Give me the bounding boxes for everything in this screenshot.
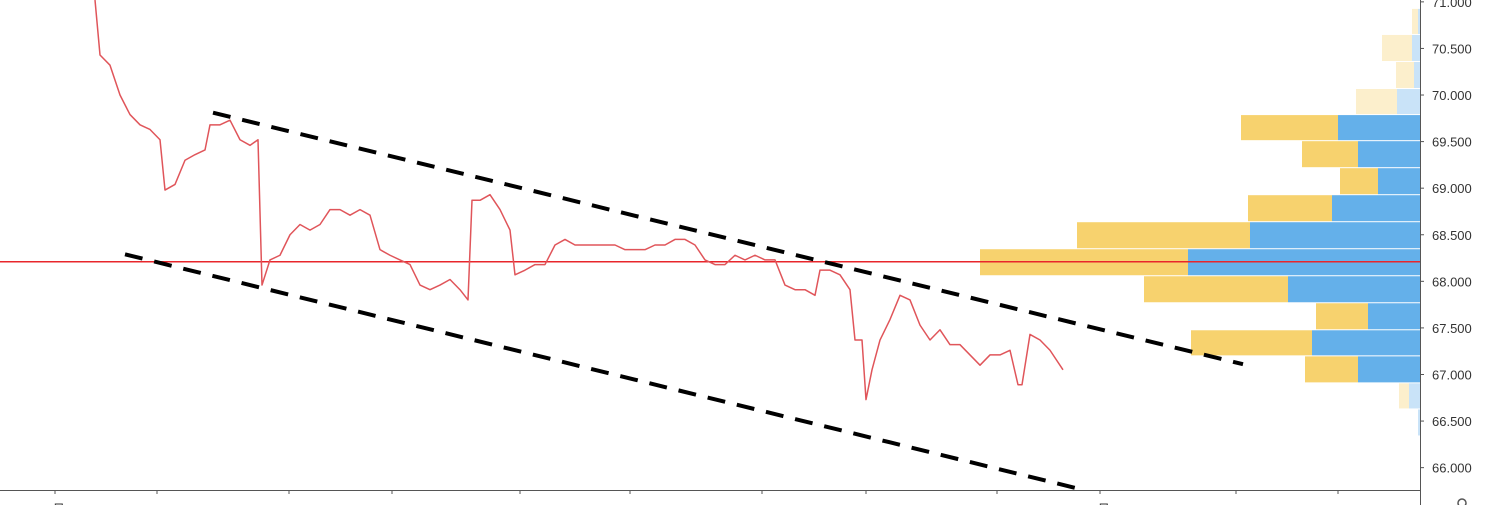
y-tick-label: 67.000: [1432, 367, 1472, 382]
profile-up: [1397, 88, 1420, 115]
x-tick-label: 5: [1232, 502, 1239, 505]
x-tick-label: 2月: [45, 502, 65, 505]
profile-down: [1412, 8, 1418, 34]
trend-line: [212, 110, 1244, 367]
profile-up: [1338, 115, 1420, 141]
profile-up: [1368, 303, 1420, 330]
x-tick-label: 3月: [1090, 502, 1110, 505]
x-tick-label: 5: [153, 502, 160, 505]
profile-up: [1312, 330, 1420, 356]
profile-down: [1340, 168, 1378, 195]
profile-up: [1378, 168, 1420, 195]
profile-down: [1191, 330, 1312, 356]
y-tick-label: 71.000: [1432, 0, 1472, 10]
profile-down: [1302, 141, 1358, 168]
profile-down: [1396, 61, 1414, 88]
profile-down: [1248, 195, 1332, 222]
x-tick-label: 22: [755, 502, 769, 505]
profile-up: [1288, 276, 1420, 303]
price-line: [94, 0, 1064, 401]
y-tick-label: 66.000: [1432, 461, 1472, 476]
settings-icon[interactable]: [1457, 498, 1467, 505]
x-tick-label: 8: [1334, 502, 1341, 505]
x-tick-label: 8: [285, 502, 292, 505]
profile-up: [1250, 222, 1420, 249]
trend-line: [124, 252, 1081, 492]
y-tick-label: 70.000: [1432, 88, 1472, 103]
y-tick-label: 69.000: [1432, 181, 1472, 196]
x-tick-label: 19: [623, 502, 637, 505]
profile-up: [1358, 356, 1420, 383]
y-tick-label: 66.500: [1432, 414, 1472, 429]
y-tick-label: 68.000: [1432, 274, 1472, 289]
profile-down: [1356, 88, 1397, 115]
y-tick-label: 69.500: [1432, 135, 1472, 150]
y-tick-label: 67.500: [1432, 321, 1472, 336]
profile-up: [1418, 8, 1420, 34]
profile-down: [1305, 356, 1358, 383]
profile-down: [1241, 115, 1338, 141]
profile-down: [1382, 34, 1412, 61]
y-tick-label: 68.500: [1432, 228, 1472, 243]
y-tick-label: 70.500: [1432, 41, 1472, 56]
x-tick-label: 15: [513, 502, 527, 505]
profile-down: [1077, 222, 1250, 249]
profile-up: [1409, 383, 1420, 409]
profile-up: [1358, 141, 1420, 168]
plot: [0, 0, 1420, 492]
profile-up: [1332, 195, 1420, 222]
profile-up: [1414, 61, 1420, 88]
profile-down: [1144, 276, 1288, 303]
axes: 66.000 66.500 67.000 67.500 68.000 68.500 69.0…: [45, 0, 1472, 505]
profile-up: [1412, 34, 1420, 61]
profile-down: [1316, 303, 1368, 330]
profile-up: [1418, 409, 1420, 436]
x-tick-label: 12: [385, 502, 399, 505]
x-tick-label: 29: [990, 502, 1004, 505]
x-tick-label: 26: [859, 502, 873, 505]
profile-down: [1399, 383, 1409, 409]
